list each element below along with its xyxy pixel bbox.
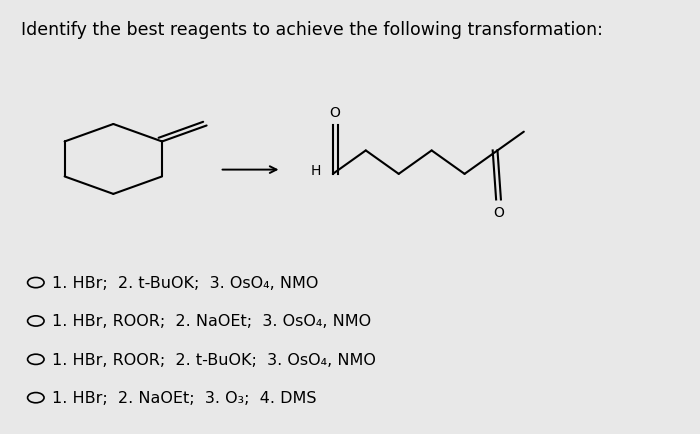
Text: O: O	[330, 106, 340, 120]
Text: Identify the best reagents to achieve the following transformation:: Identify the best reagents to achieve th…	[21, 21, 603, 39]
Text: 1. HBr;  2. t-BuOK;  3. OsO₄, NMO: 1. HBr; 2. t-BuOK; 3. OsO₄, NMO	[52, 276, 318, 290]
Text: 1. HBr, ROOR;  2. NaOEt;  3. OsO₄, NMO: 1. HBr, ROOR; 2. NaOEt; 3. OsO₄, NMO	[52, 314, 371, 329]
Text: O: O	[494, 206, 504, 220]
Text: 1. HBr;  2. NaOEt;  3. O₃;  4. DMS: 1. HBr; 2. NaOEt; 3. O₃; 4. DMS	[52, 390, 316, 405]
Text: 1. HBr, ROOR;  2. t-BuOK;  3. OsO₄, NMO: 1. HBr, ROOR; 2. t-BuOK; 3. OsO₄, NMO	[52, 352, 375, 367]
Text: H: H	[310, 164, 321, 178]
